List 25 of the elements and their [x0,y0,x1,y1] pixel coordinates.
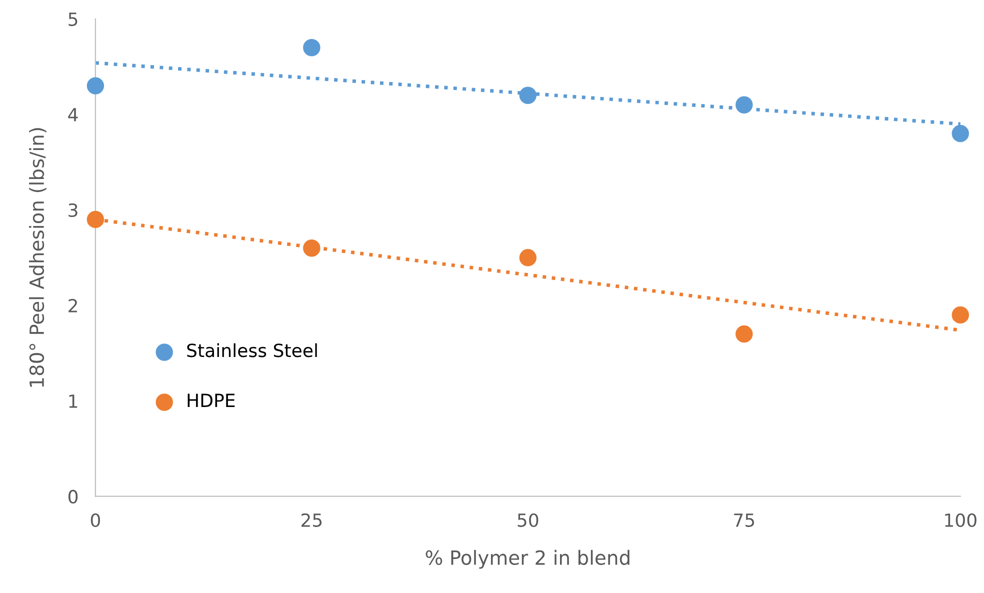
legend-label: Stainless Steel [187,343,317,358]
x-tick-label: 0 [90,513,100,527]
point [952,306,969,324]
y-tick-label: 5 [68,12,78,26]
x-tick-label: 100 [945,513,976,527]
point [303,39,320,56]
y-axis-title: 180° Peel Adhesion (lbs/in) [29,128,46,387]
x-tick-label: 50 [518,513,538,527]
x-tick-label: 25 [302,513,322,527]
point [952,124,969,142]
point [303,240,320,257]
point [519,86,537,104]
x-axis-title: % Polymer 2 in blend [426,550,630,569]
point [736,325,753,343]
y-tick-label: 0 [68,490,78,504]
y-tick-label: 4 [68,108,78,122]
y-tick-label: 1 [69,394,78,408]
point [86,210,104,228]
x-tick-label: 75 [734,514,754,527]
point [519,249,537,266]
y-tick-label: 2 [68,298,77,312]
point [86,77,104,94]
y-tick-label: 3 [68,203,78,218]
point [736,96,753,114]
legend-label: HDPE [188,394,235,407]
